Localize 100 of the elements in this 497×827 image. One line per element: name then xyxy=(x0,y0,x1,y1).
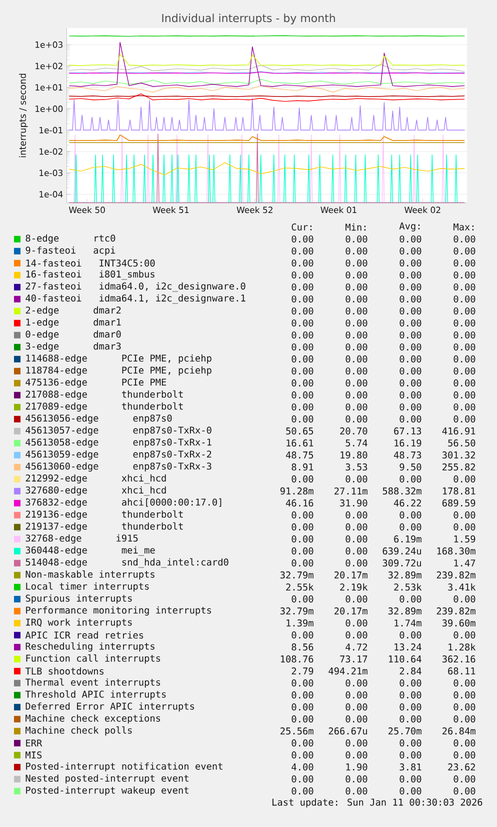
x-tick-label: Week 50 xyxy=(68,206,105,214)
text: 0.00 xyxy=(292,247,314,255)
text: 178.81 xyxy=(442,487,476,495)
text: 266.67u xyxy=(328,727,367,735)
legend-label: Posted-interrupt notification event xyxy=(26,762,222,772)
text: 0.00 xyxy=(400,319,422,327)
text: 0.00 xyxy=(400,415,422,423)
text: 2.79 xyxy=(292,667,314,675)
legend-label: Spurious interrupts xyxy=(26,594,132,604)
text: 0.00 xyxy=(454,523,476,531)
text: 2.84 xyxy=(400,667,422,675)
text: 25.56m xyxy=(280,727,314,735)
legend-label: 45613057-edge enp87s0-TxRx-0 xyxy=(26,426,212,436)
legend-label: 45613056-edge enp87s0 xyxy=(26,414,172,424)
legend-label: 327680-edge xhci_hcd xyxy=(26,486,166,496)
text: 0.00 xyxy=(346,379,368,387)
text: 0.00 xyxy=(454,739,476,747)
text: 0.00 xyxy=(454,379,476,387)
text: 0.00 xyxy=(400,283,422,291)
legend-label: Non-maskable interrupts xyxy=(26,570,154,580)
text: 0.00 xyxy=(346,547,368,555)
text: 4.00 xyxy=(292,763,314,771)
text: 67.13 xyxy=(394,427,422,435)
text: 5.74 xyxy=(346,440,368,446)
text: 0.00 xyxy=(454,595,476,603)
text: 4.72 xyxy=(346,644,367,650)
y-tick-label: 1e+03 xyxy=(36,41,62,48)
y-tick-label: 1e+00 xyxy=(36,106,63,112)
text: 0.00 xyxy=(346,559,368,567)
text: 0.00 xyxy=(400,631,422,639)
text: 3.41k xyxy=(448,583,476,591)
text: 0.00 xyxy=(346,271,368,279)
text: 0.00 xyxy=(292,355,314,363)
text: 20.17m xyxy=(334,571,368,579)
text: Min: xyxy=(346,223,366,231)
text: 46.22 xyxy=(394,499,421,507)
text: 0.00 xyxy=(454,259,476,267)
legend-label: Threshold APIC interrupts xyxy=(25,690,166,700)
text: 2.55k xyxy=(286,583,314,591)
text: 0.00 xyxy=(454,247,476,255)
text: 0.00 xyxy=(400,691,422,699)
text: 0.00 xyxy=(400,715,422,723)
text: 0.00 xyxy=(400,391,422,399)
legend-label: 45613058-edge enp87s0-TxRx-1 xyxy=(26,438,212,448)
text: 0.00 xyxy=(292,691,314,699)
legend-label: 217089-edge thunderbolt xyxy=(26,402,183,412)
text: 0.00 xyxy=(400,703,422,711)
text: 494.21m xyxy=(328,667,368,675)
text: 0.00 xyxy=(454,307,476,315)
text: 46.16 xyxy=(286,499,314,507)
text: 0.00 xyxy=(346,751,368,759)
text: 0.00 xyxy=(292,391,314,399)
legend-label: 475136-edge PCIe PME xyxy=(26,378,166,388)
text: 0.00 xyxy=(400,739,422,747)
text: 0.00 xyxy=(292,331,314,339)
text: 0.00 xyxy=(400,343,422,351)
text: 9.50 xyxy=(400,463,422,471)
text: 416.91 xyxy=(442,427,476,435)
legend-label: 376832-edge ahci[0000:00:17.0] xyxy=(26,498,222,508)
text: 0.00 xyxy=(400,235,422,243)
text: 0.00 xyxy=(454,415,476,423)
legend-label: TLB shootdowns xyxy=(25,667,104,675)
text: 0.00 xyxy=(346,391,368,399)
text: 6.19m xyxy=(394,535,422,543)
text: 0.00 xyxy=(346,775,368,783)
legend-label: IRQ work interrupts xyxy=(26,618,132,628)
text: 168.30m xyxy=(437,547,476,555)
text: 0.00 xyxy=(292,523,314,531)
legend-label: 40-fasteoi idma64.1, i2c_designware.1 xyxy=(26,294,246,304)
text: 0.00 xyxy=(454,319,476,327)
text: 0.00 xyxy=(292,739,314,747)
text: 39.60m xyxy=(442,619,476,627)
text: 0.00 xyxy=(346,235,368,243)
text: 0.00 xyxy=(346,367,368,375)
legend-label: 219136-edge thunderbolt xyxy=(26,510,183,520)
text: 0.00 xyxy=(454,511,476,519)
text: 301.32 xyxy=(442,451,475,459)
legend-label: 16-fasteoi i801_smbus xyxy=(26,270,154,280)
text: 3.81 xyxy=(400,763,422,771)
text: 239.82m xyxy=(436,571,476,579)
legend-label: Function call interrupts xyxy=(26,654,160,664)
text: 0.00 xyxy=(292,379,314,387)
text: 255.82 xyxy=(442,463,475,471)
text: 8.56 xyxy=(292,643,314,651)
y-tick-label: 1e-03 xyxy=(40,170,62,176)
text: 0.00 xyxy=(346,619,368,627)
text: 0.00 xyxy=(292,283,314,291)
text: 0.00 xyxy=(346,415,368,423)
text: 1.39m xyxy=(286,619,314,627)
legend-label: Machine check polls xyxy=(26,726,132,736)
text: 639.24u xyxy=(382,547,421,555)
text: 3.53 xyxy=(346,463,368,471)
text: 0.00 xyxy=(346,739,368,747)
text: 68.11 xyxy=(448,667,476,675)
legend-label: APIC ICR read retries xyxy=(25,631,144,639)
text: 27.11m xyxy=(334,488,368,494)
text: 0.00 xyxy=(292,259,314,267)
legend-label: 118784-edge PCIe PME, pciehp xyxy=(26,366,212,376)
y-axis-title: interrupts / second xyxy=(19,74,28,158)
text: 0.00 xyxy=(400,271,422,279)
